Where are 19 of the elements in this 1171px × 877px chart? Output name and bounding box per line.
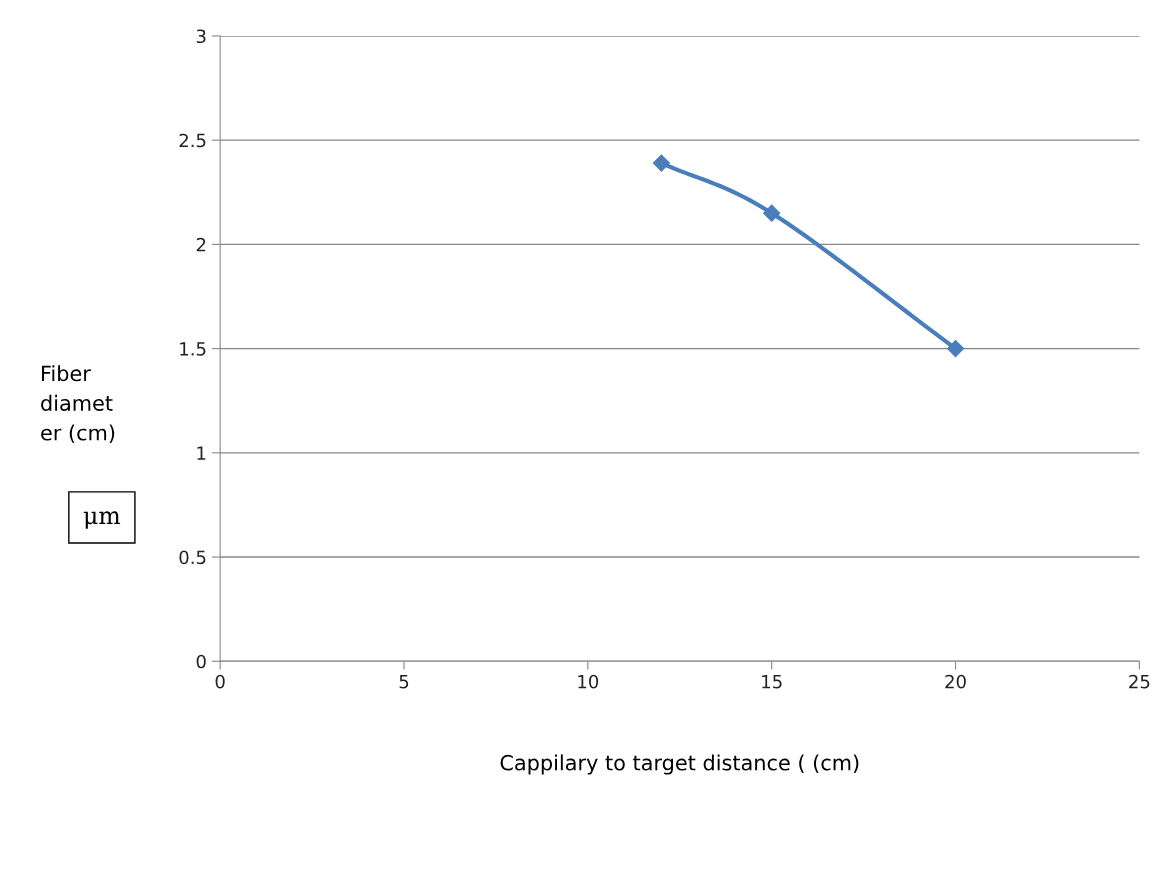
- x-tick-label: 15: [762, 675, 782, 689]
- y-tick-label: 0.5: [179, 550, 206, 565]
- x-axis-title: Cappilary to target distance ( (cm): [500, 754, 859, 775]
- y-tick-label: 2: [196, 237, 206, 252]
- text: μm: [83, 511, 121, 529]
- x-tick-label: 5: [399, 675, 409, 689]
- y-tick-label: 3: [196, 29, 206, 44]
- x-tick-label: 0: [215, 674, 225, 689]
- y-tick-label: 1: [197, 446, 206, 460]
- point: [652, 154, 670, 172]
- y-tick-label: 2.5: [179, 133, 206, 148]
- x-tick-label: 20: [945, 674, 966, 689]
- point: [946, 340, 965, 358]
- point: [763, 204, 781, 222]
- y-tick-label: 1.5: [180, 342, 206, 356]
- x-tick-label: 10: [578, 674, 599, 689]
- x-tick-label: 25: [1129, 674, 1150, 689]
- y-axis-title: Fiber diamet er (cm): [41, 365, 115, 444]
- y-tick-label: 0: [196, 654, 206, 669]
